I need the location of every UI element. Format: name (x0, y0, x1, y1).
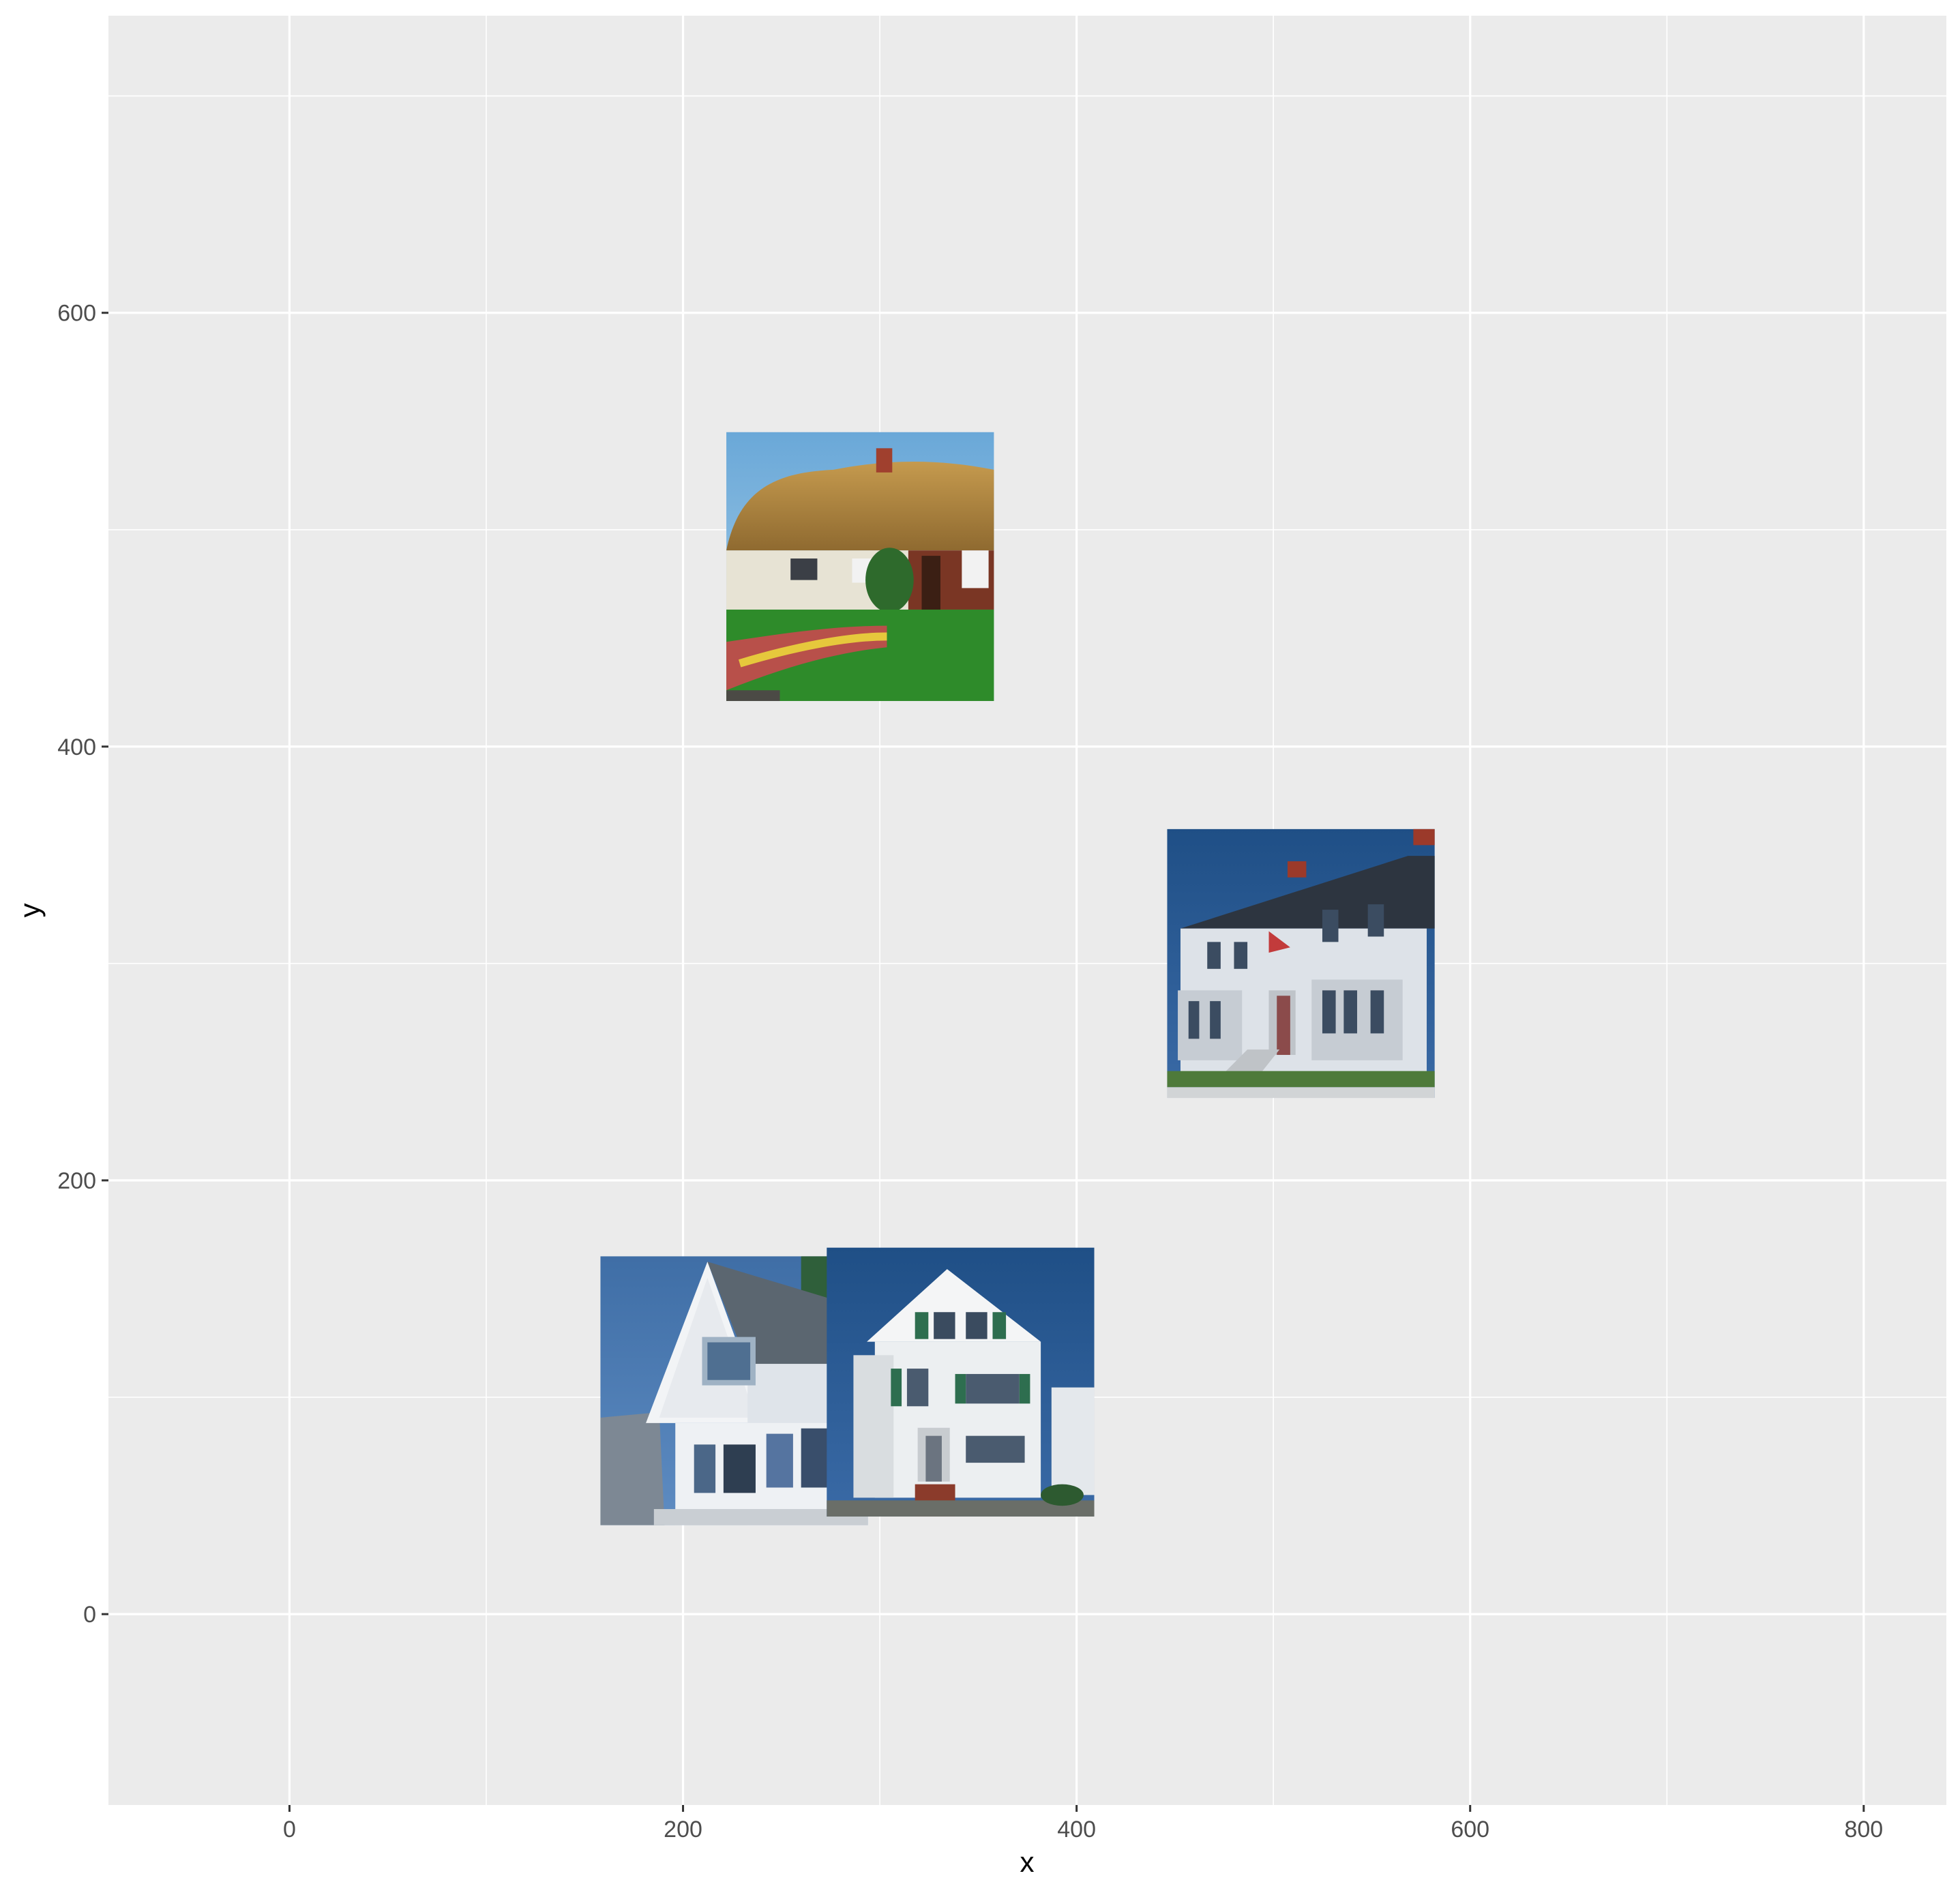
y-axis-ticks: 0 200 400 600 (57, 301, 108, 1628)
y-tick-label: 0 (83, 1602, 96, 1628)
x-tick-label: 200 (664, 1817, 702, 1842)
x-tick-label: 0 (283, 1817, 296, 1842)
x-axis-title: x (1020, 1846, 1035, 1878)
y-tick-label: 200 (57, 1168, 96, 1194)
x-tick-label: 800 (1844, 1817, 1883, 1842)
y-tick-label: 400 (57, 734, 96, 760)
x-axis-ticks: 0 200 400 600 800 (283, 1805, 1883, 1842)
point-image-house-white-green-shutters (827, 1247, 1095, 1517)
point-image-house-colonial-bay-windows-flag (1167, 829, 1435, 1099)
x-tick-label: 600 (1451, 1817, 1489, 1842)
y-axis-title: y (14, 904, 46, 918)
x-tick-label: 400 (1057, 1817, 1096, 1842)
point-image-cottage-thatched-roof-garden (726, 432, 994, 701)
y-tick-label: 600 (57, 301, 96, 327)
plot-panel (108, 16, 1946, 1805)
